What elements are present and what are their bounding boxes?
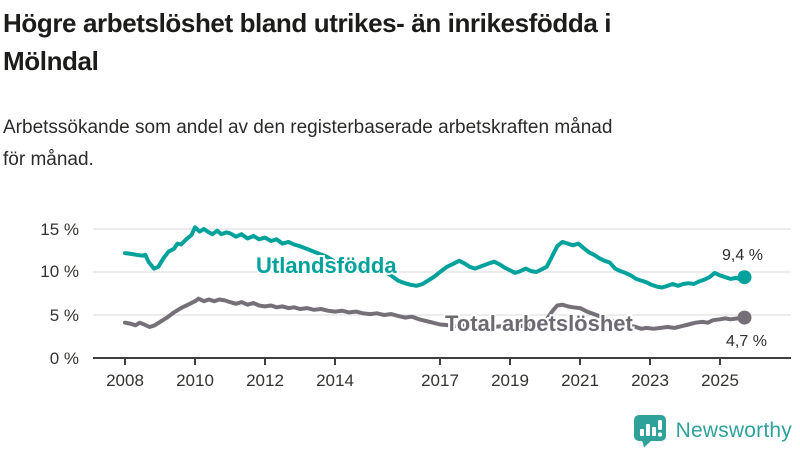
brand-name: Newsworthy [675, 419, 792, 442]
series-label-utlandsfodda: Utlandsfödda [256, 253, 397, 278]
x-label-2010: 2010 [176, 371, 214, 390]
page-title-line1: Högre arbetslöshet bland utrikes- än inr… [3, 8, 612, 38]
page-title: Högre arbetslöshet bland utrikes- än inr… [3, 4, 797, 80]
end-value-utlandsfodda: 9,4 % [722, 247, 763, 264]
x-label-2019: 2019 [491, 371, 529, 390]
newsworthy-brand: Newsworthy [633, 414, 792, 448]
x-label-2012: 2012 [246, 371, 284, 390]
chart-subtitle: Arbetssökande som andel av den registerb… [3, 112, 783, 176]
page-title-line2: Mölndal [3, 46, 99, 76]
series-line-0 [123, 225, 747, 290]
y-label-0: 0 % [50, 349, 79, 368]
y-label-15: 15 % [40, 220, 79, 239]
series-line-1 [123, 296, 747, 331]
bar-chart-speech-bubble-icon [633, 414, 666, 447]
chart-subtitle-line1: Arbetssökande som andel av den registerb… [3, 117, 613, 138]
x-label-2008: 2008 [106, 371, 144, 390]
y-label-10: 10 % [40, 262, 79, 281]
x-label-2025: 2025 [701, 371, 739, 390]
series-endpoint-0 [737, 270, 752, 285]
x-label-2023: 2023 [631, 371, 669, 390]
chart-subtitle-line2: för månad. [3, 149, 94, 170]
x-label-2014: 2014 [316, 371, 354, 390]
x-label-2017: 2017 [421, 371, 459, 390]
line-chart: 15 % 10 % 5 % 0 % 2008 2010 2012 2014 20… [40, 220, 791, 390]
y-label-5: 5 % [50, 306, 79, 325]
end-value-total: 4,7 % [726, 333, 767, 350]
series-label-total: Total arbetslöshet [445, 311, 634, 336]
series-endpoint-1 [737, 310, 752, 325]
x-label-2021: 2021 [561, 371, 599, 390]
